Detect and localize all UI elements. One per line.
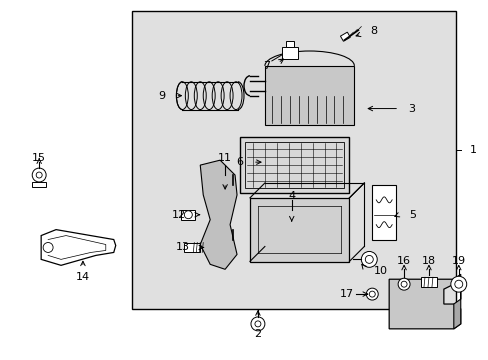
Bar [131, 11, 455, 309]
Bar [249, 198, 349, 262]
Bar [240, 137, 349, 193]
Bar [264, 66, 354, 125]
Text: 11: 11 [218, 153, 232, 163]
Circle shape [254, 321, 261, 327]
Text: 2: 2 [254, 329, 261, 339]
Circle shape [366, 288, 377, 300]
Text: 12: 12 [172, 210, 186, 220]
Circle shape [184, 211, 192, 219]
Text: 7: 7 [262, 61, 269, 71]
Text: 17: 17 [340, 289, 354, 299]
Circle shape [250, 317, 264, 331]
Polygon shape [453, 274, 460, 329]
Circle shape [397, 278, 409, 290]
Text: 4: 4 [287, 191, 295, 201]
Bar [371, 185, 395, 239]
Circle shape [361, 251, 376, 267]
Text: 19: 19 [451, 256, 465, 266]
Bar [244, 142, 344, 188]
Text: 3: 3 [407, 104, 414, 113]
Text: 13: 13 [176, 243, 190, 252]
Circle shape [32, 168, 46, 182]
Circle shape [450, 276, 466, 292]
Bar [281, 47, 297, 59]
Bar [420, 277, 436, 287]
Text: 8: 8 [369, 26, 377, 36]
Text: 15: 15 [32, 153, 46, 163]
Text: 18: 18 [421, 256, 435, 266]
Text: 10: 10 [373, 266, 387, 276]
Bar [285, 41, 293, 47]
Circle shape [36, 172, 42, 178]
Circle shape [43, 243, 53, 252]
Circle shape [365, 255, 372, 264]
Text: 9: 9 [158, 91, 165, 101]
Polygon shape [388, 279, 460, 329]
Text: 14: 14 [76, 272, 90, 282]
Circle shape [454, 280, 462, 288]
Bar [32, 182, 46, 187]
Polygon shape [41, 230, 116, 265]
Bar [340, 32, 349, 41]
Text: 5: 5 [408, 210, 415, 220]
Text: 1: 1 [469, 145, 476, 155]
Bar [181, 210, 195, 220]
Circle shape [400, 281, 406, 287]
Text: 16: 16 [396, 256, 410, 266]
Bar [184, 243, 200, 252]
Text: 6: 6 [236, 157, 243, 167]
Polygon shape [200, 160, 237, 269]
Circle shape [368, 291, 374, 297]
